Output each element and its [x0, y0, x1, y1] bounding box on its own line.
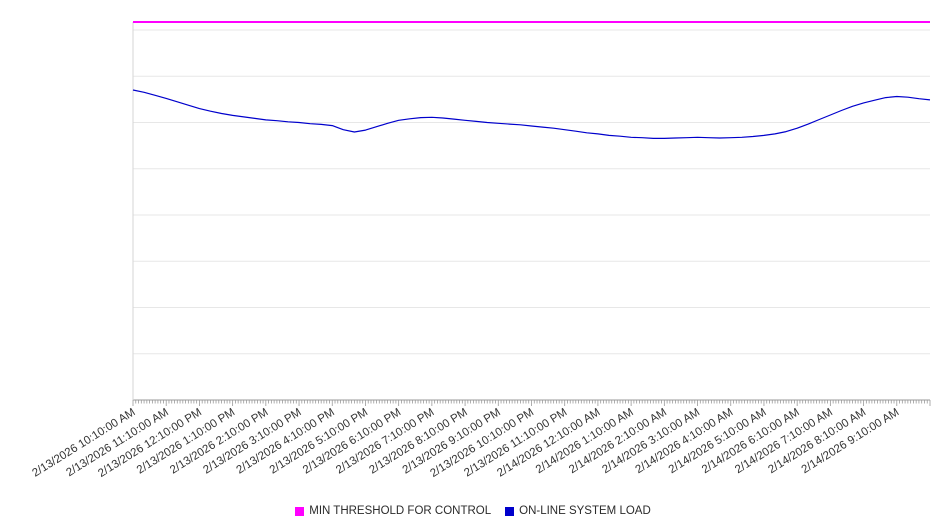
chart-legend: MIN THRESHOLD FOR CONTROL ON-LINE SYSTEM…: [0, 505, 946, 517]
legend-item-system-load[interactable]: ON-LINE SYSTEM LOAD: [505, 505, 651, 517]
legend-label-min-threshold: MIN THRESHOLD FOR CONTROL: [309, 505, 492, 517]
line-chart-canvas: 2/13/2026 10:10:00 AM2/13/2026 11:10:00 …: [30, 21, 931, 480]
legend-label-system-load: ON-LINE SYSTEM LOAD: [519, 505, 651, 517]
system-load-swatch-icon: [505, 506, 515, 516]
min-threshold-swatch-icon: [295, 506, 305, 516]
legend-item-min-threshold[interactable]: MIN THRESHOLD FOR CONTROL: [295, 505, 491, 517]
